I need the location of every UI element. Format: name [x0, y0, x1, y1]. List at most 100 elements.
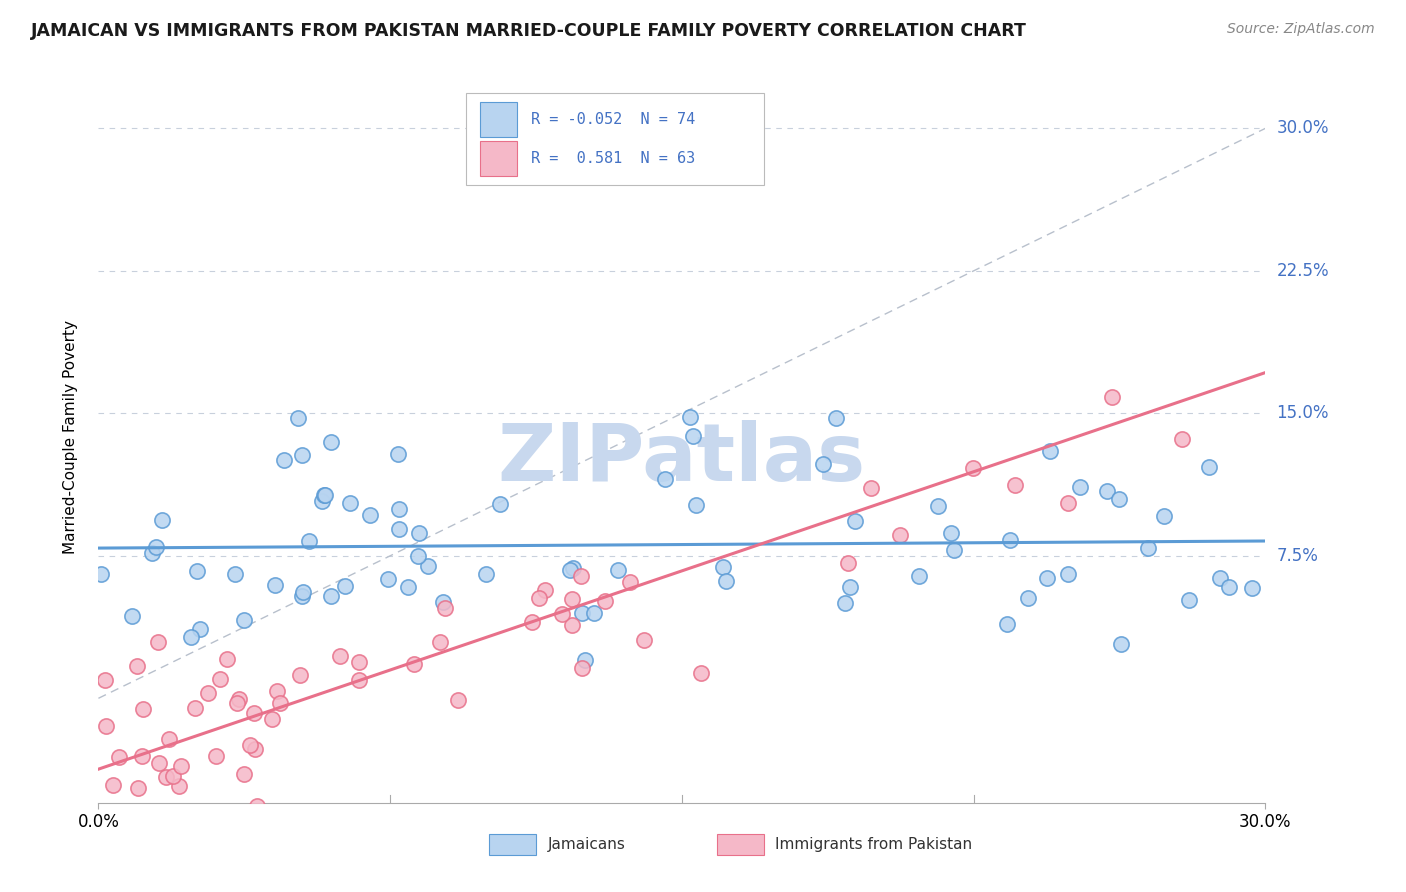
Point	[434, 601, 457, 615]
Point	[94, 673, 117, 687]
Point	[157, 731, 180, 746]
Point	[107, 750, 129, 764]
Point	[90, 567, 112, 582]
Point	[1137, 541, 1160, 556]
Point	[429, 635, 451, 649]
Point	[347, 673, 370, 687]
Point	[408, 525, 430, 540]
Point	[489, 497, 512, 511]
Point	[377, 572, 399, 586]
Point	[1101, 390, 1123, 404]
Point	[529, 591, 551, 606]
Point	[404, 657, 426, 671]
Point	[150, 513, 173, 527]
Point	[1109, 637, 1132, 651]
Point	[232, 613, 254, 627]
Point	[232, 766, 254, 780]
Point	[824, 411, 846, 425]
Point	[183, 700, 205, 714]
Point	[132, 821, 155, 835]
Point	[1036, 571, 1059, 585]
Point	[962, 460, 984, 475]
Point	[162, 768, 184, 782]
Point	[1153, 509, 1175, 524]
Point	[359, 508, 381, 523]
Text: R =  0.581  N = 63: R = 0.581 N = 63	[531, 151, 696, 166]
Point	[188, 622, 211, 636]
Point	[291, 590, 314, 604]
Point	[127, 781, 149, 796]
Point	[228, 692, 250, 706]
Point	[475, 566, 498, 581]
Point	[1097, 483, 1119, 498]
Point	[315, 488, 337, 502]
Text: Immigrants from Pakistan: Immigrants from Pakistan	[775, 837, 973, 852]
Point	[1039, 443, 1062, 458]
Point	[150, 811, 173, 825]
Point	[813, 457, 835, 471]
Point	[197, 686, 219, 700]
Point	[908, 568, 931, 582]
Point	[561, 592, 583, 607]
Point	[447, 693, 470, 707]
Point	[329, 648, 352, 663]
Point	[266, 684, 288, 698]
Point	[416, 559, 439, 574]
Text: ZIPatlas: ZIPatlas	[498, 420, 866, 498]
Point	[607, 563, 630, 577]
Text: 7.5%: 7.5%	[1277, 547, 1319, 565]
Point	[1178, 592, 1201, 607]
Point	[396, 580, 419, 594]
Point	[551, 607, 574, 622]
Point	[387, 522, 409, 536]
Point	[1017, 591, 1039, 605]
Point	[844, 514, 866, 528]
Point	[1057, 566, 1080, 581]
Point	[562, 561, 585, 575]
Bar	[717, 833, 763, 855]
Point	[432, 595, 454, 609]
Text: 15.0%: 15.0%	[1277, 404, 1329, 422]
Point	[273, 453, 295, 467]
Point	[1209, 571, 1232, 585]
Point	[167, 779, 190, 793]
Point	[682, 429, 704, 443]
Bar	[479, 141, 517, 176]
Y-axis label: Married-Couple Family Poverty: Married-Couple Family Poverty	[63, 320, 77, 554]
Point	[148, 756, 170, 770]
Point	[685, 498, 707, 512]
Point	[291, 448, 314, 462]
Point	[534, 582, 557, 597]
Point	[838, 580, 860, 594]
Point	[654, 472, 676, 486]
Point	[180, 631, 202, 645]
Point	[406, 549, 429, 563]
Bar	[479, 102, 517, 137]
Point	[136, 851, 159, 865]
Point	[121, 609, 143, 624]
Point	[226, 697, 249, 711]
Point	[246, 798, 269, 813]
Point	[690, 150, 713, 164]
Point	[291, 585, 314, 599]
Point	[859, 481, 882, 495]
Point	[145, 540, 167, 554]
Point	[679, 410, 702, 425]
Point	[287, 411, 309, 425]
Point	[942, 543, 965, 558]
Point	[243, 742, 266, 756]
Point	[995, 616, 1018, 631]
Point	[141, 546, 163, 560]
Point	[889, 528, 911, 542]
Point	[132, 702, 155, 716]
Point	[387, 447, 409, 461]
Point	[574, 653, 596, 667]
Point	[560, 563, 582, 577]
Point	[208, 673, 231, 687]
Point	[561, 618, 583, 632]
Point	[714, 574, 737, 588]
Point	[288, 668, 311, 682]
Text: Source: ZipAtlas.com: Source: ZipAtlas.com	[1227, 22, 1375, 37]
Point	[312, 488, 335, 502]
Point	[571, 661, 593, 675]
